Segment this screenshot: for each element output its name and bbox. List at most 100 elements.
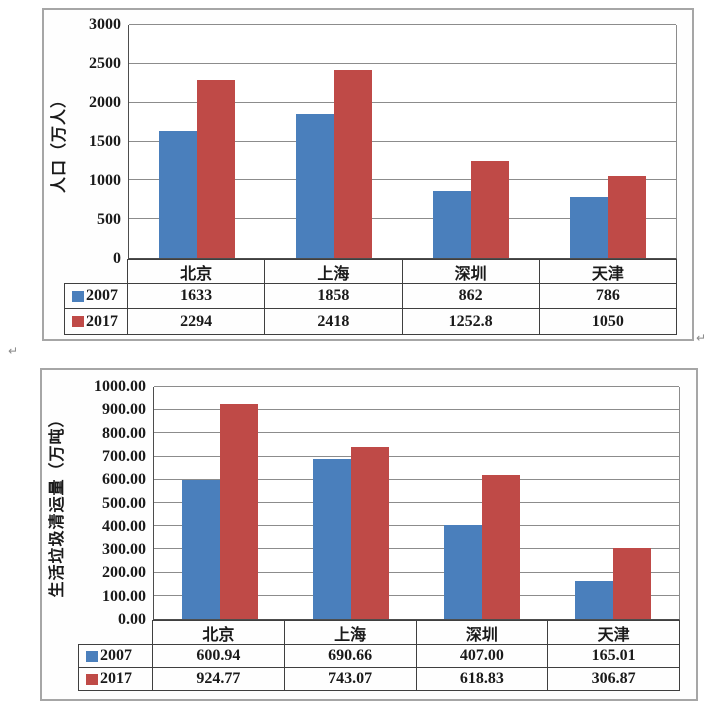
- gridline: [154, 548, 679, 550]
- bar-2007-天津: [575, 580, 614, 619]
- value-cell-2017-上海: 743.07: [283, 667, 417, 691]
- gridline: [154, 432, 679, 434]
- bar-2007-上海: [296, 113, 335, 258]
- legend-label: 2007: [86, 287, 118, 304]
- bar-2017-天津: [613, 547, 652, 619]
- paragraph-return-icon: ↵: [696, 331, 707, 345]
- legend-cell-2017: 2017: [78, 667, 153, 691]
- plot-area: [128, 24, 677, 259]
- value-cell-2017-上海: 2418: [264, 308, 403, 335]
- series-row-2007: 2007 1633 1858 862 786: [64, 283, 677, 309]
- gridline: [154, 502, 679, 503]
- value-cell-2017-深圳: 1252.8: [401, 308, 540, 335]
- gridline: [154, 478, 679, 480]
- plot-area: [153, 386, 680, 620]
- gridline: [129, 101, 676, 103]
- gridline: [154, 409, 679, 411]
- value-cell-2007-北京: 1633: [127, 283, 266, 309]
- chart-plot-row: 人口（万人） 0 500 1000 1500 2000 2500 3000: [44, 10, 692, 267]
- bar-2007-上海: [312, 458, 351, 619]
- legend-label: 2017: [100, 670, 132, 687]
- gridline: [154, 571, 679, 573]
- category-label-上海: 上海: [283, 620, 417, 645]
- y-tick-label: 500.00: [102, 494, 146, 512]
- y-tick-label: 1000.00: [94, 378, 146, 395]
- legend-cell-2007: 2007: [78, 644, 153, 668]
- category-header-row: 北京 上海 深圳 天津: [64, 259, 677, 284]
- value-cell-2007-深圳: 862: [401, 283, 540, 309]
- legend-label: 2017: [86, 312, 118, 330]
- bar-2017-北京: [197, 79, 236, 258]
- legend-swatch-icon-2007: [72, 290, 84, 302]
- y-axis-title: 人口（万人）: [51, 90, 68, 194]
- chart-plot-row: 生活垃圾清运量（万吨） 0.00 100.00 200.00 300.00 400.00 5…: [42, 370, 696, 628]
- value-cell-2017-北京: 924.77: [152, 667, 285, 691]
- bar-2007-深圳: [444, 524, 483, 619]
- category-header-row: 北京 上海 深圳 天津: [78, 620, 680, 645]
- y-axis-tick-labels: 0.00 100.00 200.00 300.00 400.00 500.00 600.00…: [68, 378, 153, 628]
- y-tick-label: 200.00: [102, 564, 146, 582]
- bar-2007-北京: [159, 131, 198, 258]
- value-cell-2007-北京: 600.94: [152, 644, 285, 668]
- y-tick-label: 300.00: [102, 541, 146, 559]
- y-axis-tick-labels: 0 500 1000 1500 2000 2500 3000: [70, 16, 128, 267]
- gridline: [129, 24, 676, 25]
- legend-label: 2007: [100, 647, 132, 664]
- value-cell-2017-深圳: 618.83: [415, 667, 549, 691]
- y-tick-label: 1000: [89, 172, 121, 190]
- y-tick-label: 1500: [89, 133, 121, 150]
- bar-2017-上海: [350, 446, 389, 619]
- population-chart: 人口（万人） 0 500 1000 1500 2000 2500 3000 北京 上海 深圳 天津 20…: [42, 8, 694, 341]
- gridline: [129, 140, 676, 142]
- between-charts-gap: ↵ ↵: [0, 331, 711, 368]
- value-cell-2017-北京: 2294: [127, 308, 266, 335]
- value-cell-2007-天津: 786: [538, 283, 677, 309]
- y-tick-label: 900.00: [102, 401, 146, 419]
- waste-volume-chart: 生活垃圾清运量（万吨） 0.00 100.00 200.00 300.00 400.00 5…: [40, 368, 698, 701]
- chart-data-table: 北京 上海 深圳 天津 2007 1633 1858 862 786 2017 2294 2418 12…: [64, 259, 677, 335]
- y-tick-label: 2000: [89, 94, 121, 112]
- y-tick-label: 0: [113, 250, 121, 267]
- category-label-深圳: 深圳: [415, 620, 549, 645]
- y-tick-label: 3000: [89, 16, 121, 33]
- value-cell-2007-深圳: 407.00: [415, 644, 549, 668]
- category-label-天津: 天津: [538, 259, 677, 284]
- y-axis-title: 生活垃圾清运量（万吨）: [49, 409, 66, 598]
- gridline: [154, 594, 679, 596]
- bar-2007-深圳: [432, 191, 471, 258]
- legend-swatch-icon-2017: [72, 316, 84, 327]
- gridline: [129, 62, 676, 64]
- value-cell-2007-上海: 690.66: [283, 644, 417, 668]
- value-cell-2007-上海: 1858: [264, 283, 403, 309]
- bar-2007-北京: [181, 479, 220, 619]
- value-cell-2017-天津: 1050: [538, 308, 677, 335]
- value-cell-2007-天津: 165.01: [547, 644, 680, 668]
- legend-cell-2007: 2007: [64, 283, 128, 309]
- series-row-2017: 2017 924.77 743.07 618.83 306.87: [78, 667, 680, 691]
- bar-2017-天津: [607, 176, 646, 258]
- category-label-上海: 上海: [264, 259, 403, 284]
- gridline: [154, 525, 679, 527]
- y-tick-label: 400.00: [102, 517, 146, 535]
- chart-data-table: 北京 上海 深圳 天津 2007 600.94 690.66 407.00 165.01 2017…: [78, 620, 680, 691]
- gridline: [154, 455, 679, 457]
- category-label-天津: 天津: [547, 620, 680, 645]
- legend-swatch-icon-2017: [86, 673, 98, 685]
- legend-swatch-icon-2007: [86, 650, 98, 662]
- legend-cell-2017: 2017: [64, 308, 128, 335]
- y-axis-title-area: 生活垃圾清运量（万吨）: [42, 387, 68, 620]
- category-label-北京: 北京: [127, 259, 266, 284]
- y-tick-label: 100.00: [102, 587, 146, 605]
- bar-2017-上海: [334, 70, 373, 258]
- y-tick-label: 800.00: [102, 424, 146, 442]
- y-axis-title-area: 人口（万人）: [44, 25, 70, 259]
- category-label-北京: 北京: [152, 620, 285, 645]
- y-tick-label: 700.00: [102, 447, 146, 465]
- paragraph-return-icon: ↵: [8, 344, 19, 358]
- y-tick-label: 600.00: [102, 471, 146, 489]
- y-tick-label: 0.00: [118, 611, 146, 628]
- gridline: [154, 386, 679, 387]
- series-row-2017: 2017 2294 2418 1252.8 1050: [64, 308, 677, 335]
- bar-2017-深圳: [482, 475, 521, 619]
- bar-2017-深圳: [470, 160, 509, 258]
